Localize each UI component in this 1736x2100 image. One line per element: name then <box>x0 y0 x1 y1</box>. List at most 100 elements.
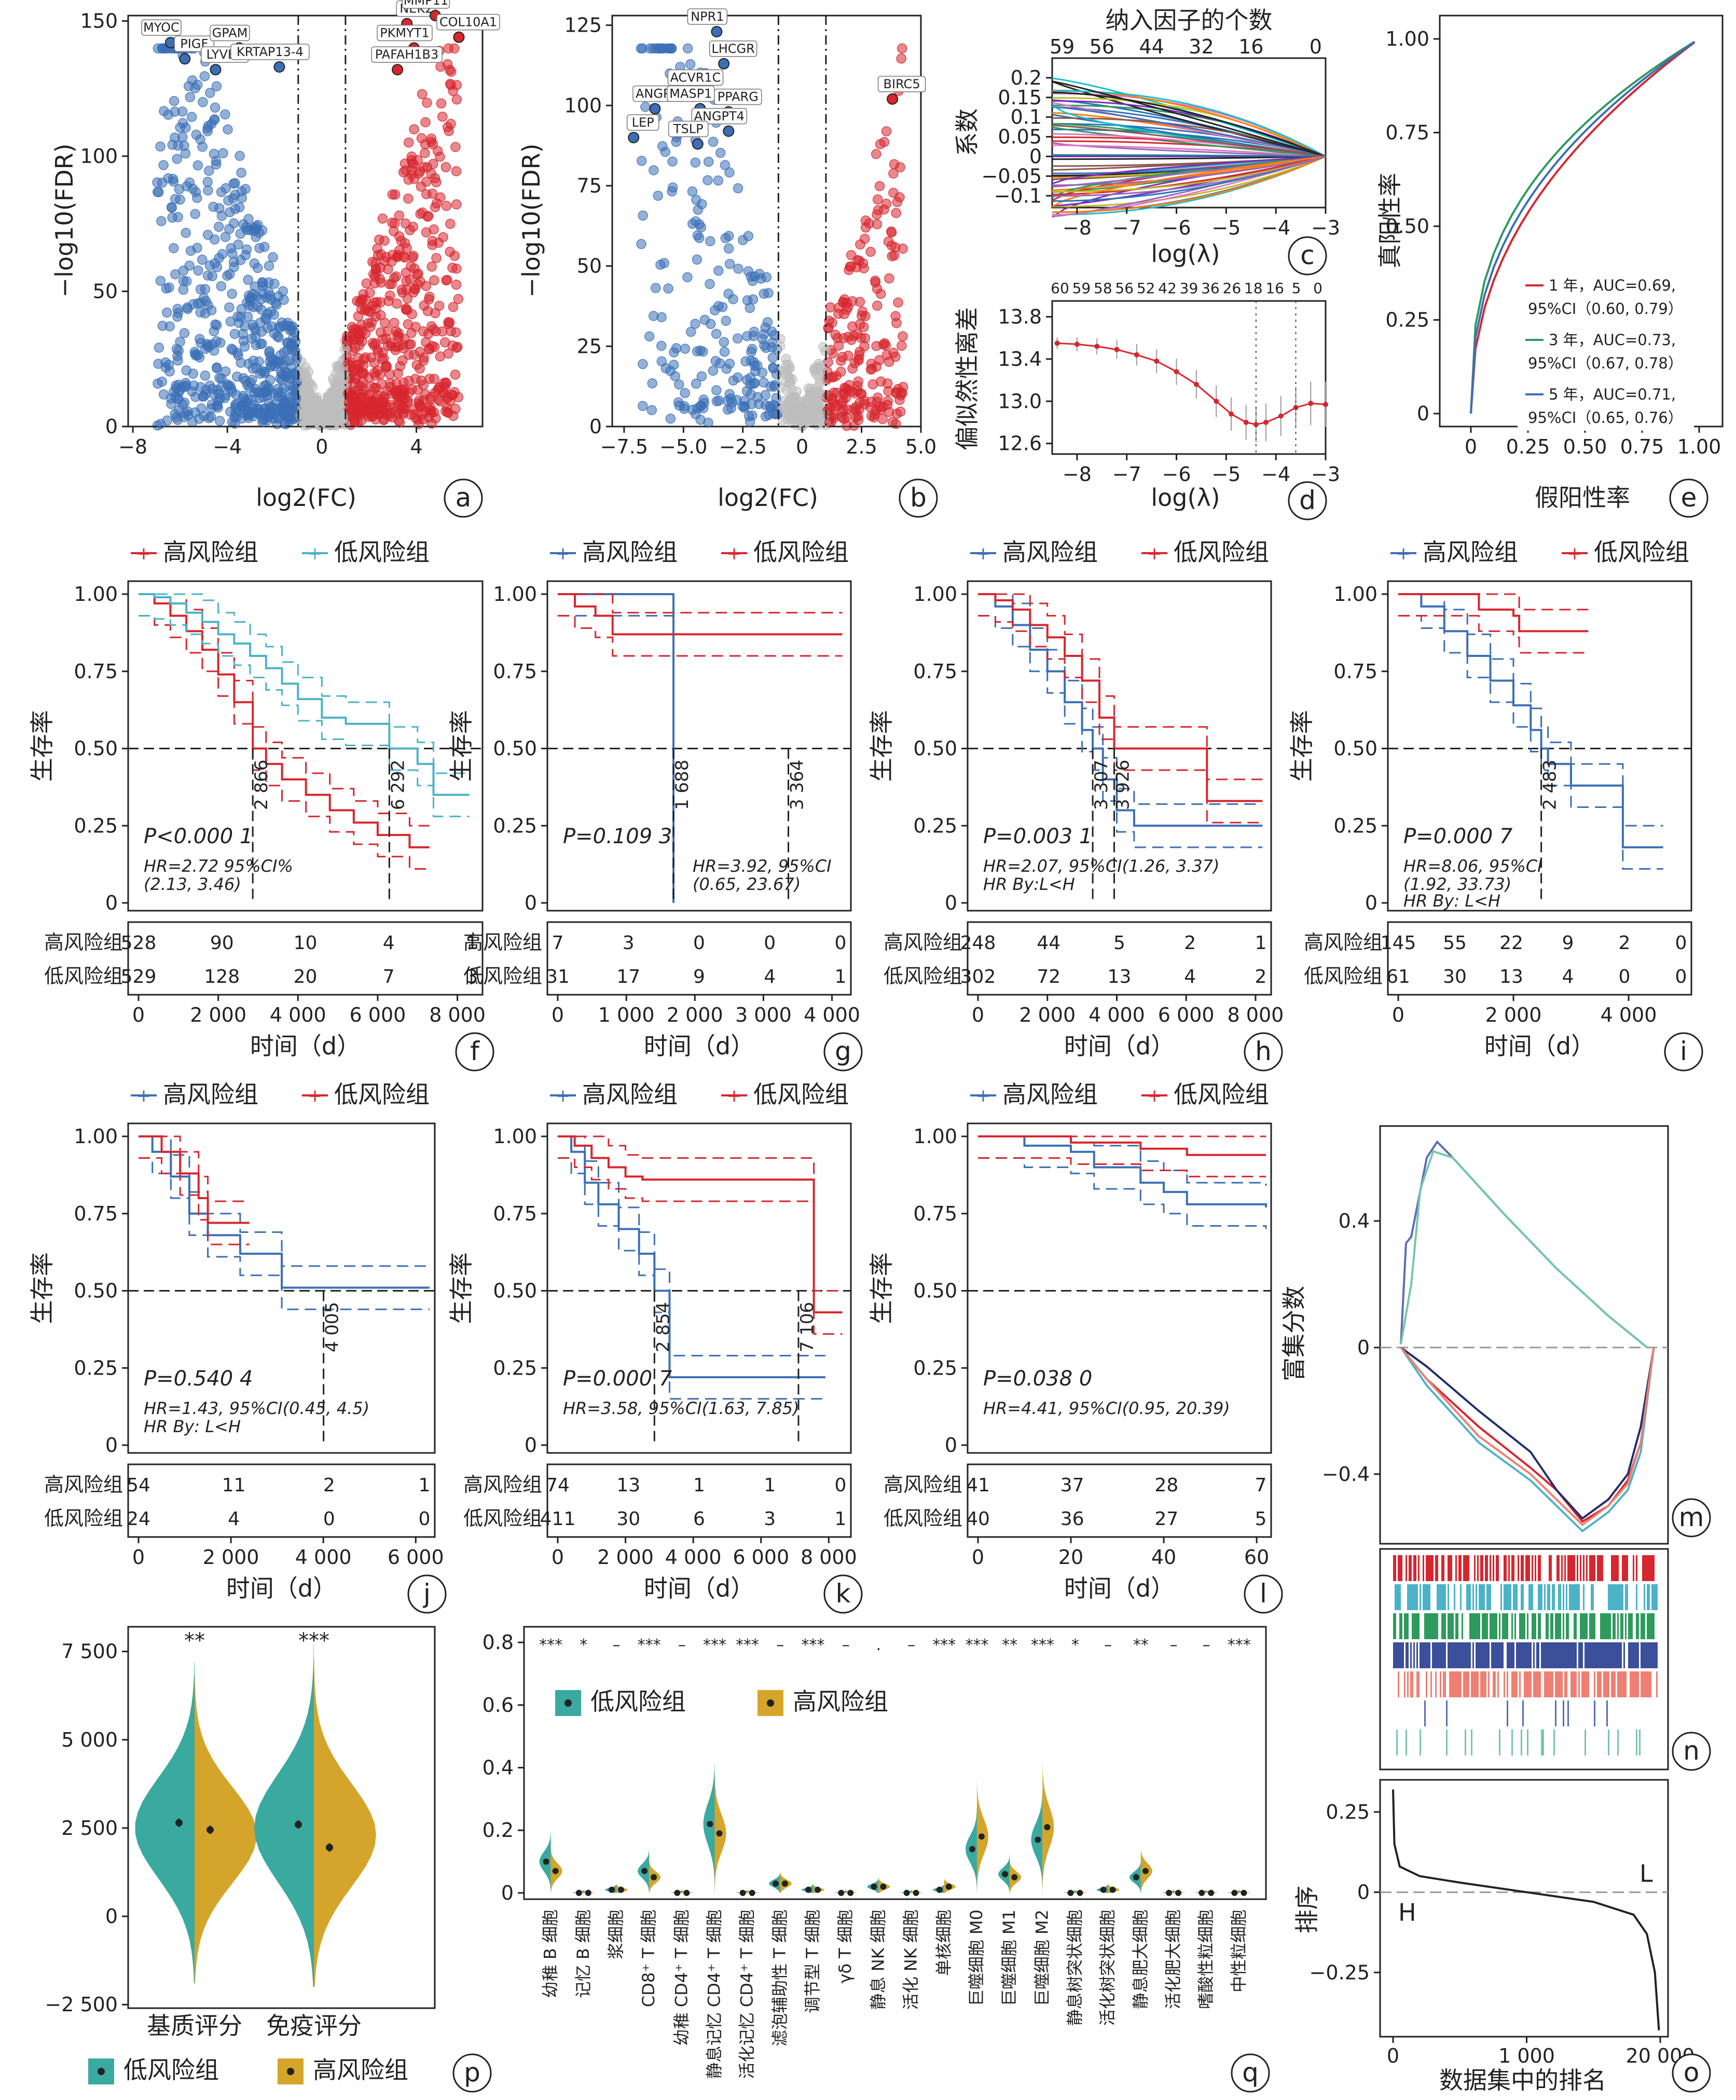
hit-bar <box>1549 1555 1550 1581</box>
volcano-point <box>442 274 452 285</box>
panel-label: a <box>456 483 472 513</box>
legend-entry: 5 年，AUC=0.71, <box>1549 386 1676 403</box>
risk-count: 10 <box>294 932 318 954</box>
gene-point <box>887 93 899 105</box>
hit-bar <box>1514 1584 1516 1610</box>
violin-group <box>1195 1886 1218 1893</box>
hit-bar <box>1441 1584 1443 1610</box>
volcano-point <box>830 330 841 340</box>
risk-count: 5 <box>1113 932 1125 954</box>
gene-point <box>692 138 704 150</box>
x-tick-label: 4 000 <box>665 1546 722 1569</box>
deviance-point <box>1323 402 1328 407</box>
violin-group <box>900 1886 923 1893</box>
hit-bar <box>1614 1671 1616 1697</box>
hit-bar <box>1409 1584 1410 1610</box>
hit-bar <box>1605 1671 1606 1697</box>
volcano-point <box>872 300 883 311</box>
hit-bar <box>1466 1584 1468 1610</box>
y-tick-label: 0.75 <box>74 1202 118 1225</box>
volcano-point <box>872 194 883 205</box>
hit-bar <box>1580 1642 1581 1668</box>
y-tick-label: 0.50 <box>913 737 957 760</box>
top-tick-label: 5 <box>1292 280 1301 297</box>
violin-group <box>638 1847 661 1893</box>
hit-row <box>1393 1555 1655 1581</box>
hit-bar <box>1566 1584 1567 1610</box>
hit-bar <box>1476 1584 1477 1610</box>
volcano-point <box>711 396 722 406</box>
risk-group-label: 低风险组 <box>1304 965 1383 987</box>
volcano-point <box>746 355 756 366</box>
y-tick-label: 0 <box>1357 1881 1370 1904</box>
hit-bar <box>1586 1555 1588 1581</box>
hit-bar <box>1641 1671 1642 1697</box>
hit-bar <box>1564 1555 1566 1581</box>
legend-entry: 低风险组 <box>753 1080 849 1108</box>
volcano-point <box>391 378 402 389</box>
hit-bar <box>1493 1642 1494 1668</box>
y-tick-label: −2 500 <box>45 1993 118 2016</box>
volcano-point <box>792 414 803 424</box>
survival-curve <box>139 1135 250 1224</box>
volcano-point <box>375 297 386 308</box>
gene-label: COL10A1 <box>439 15 497 30</box>
hit-bar <box>1468 1642 1469 1668</box>
hit-bar <box>1653 1613 1655 1639</box>
volcano-point <box>285 369 296 380</box>
volcano-point <box>196 403 206 414</box>
legend-entry: 高风险组 <box>582 538 678 566</box>
hit-bar <box>1398 1642 1399 1668</box>
hit-bar <box>1499 1613 1500 1639</box>
volcano-point <box>158 160 169 170</box>
gene-point <box>179 53 191 65</box>
y-tick-label: 0.25 <box>1385 309 1429 332</box>
risk-count: 6 <box>693 1508 705 1530</box>
hit-bar <box>1427 1613 1429 1639</box>
hit-bar <box>1493 1555 1494 1581</box>
hit-bar <box>1482 1642 1483 1668</box>
risk-count: 145 <box>1381 932 1416 954</box>
hit-bar <box>1469 1642 1471 1668</box>
volcano-point <box>743 266 754 277</box>
x-tick-label: 0 <box>1387 2044 1399 2067</box>
x-tick-label: 0 <box>1392 1004 1404 1026</box>
risk-group-label: 低风险组 <box>463 965 542 987</box>
hazard-ratio-ci: HR By: L<H <box>144 1417 241 1436</box>
volcano-point <box>227 289 237 299</box>
hit-bar <box>1544 1671 1546 1697</box>
hit-bar <box>1549 1584 1550 1610</box>
hit-bar <box>1476 1671 1477 1697</box>
volcano-point <box>167 202 177 213</box>
hit-bar <box>1622 1671 1623 1697</box>
hit-bar <box>1396 1584 1398 1610</box>
hit-bar <box>1460 1642 1462 1668</box>
volcano-point <box>260 387 271 397</box>
hazard-ratio: HR=2.07, 95%CI(1.26, 3.37) <box>983 856 1219 876</box>
hit-bar <box>1462 1642 1463 1668</box>
hit-bar <box>1577 1584 1578 1610</box>
hit-bar <box>1535 1671 1536 1697</box>
hit-bar <box>1581 1642 1583 1668</box>
hit-bar <box>1486 1555 1488 1581</box>
legend-entry: 低风险组 <box>1174 1080 1269 1108</box>
ci-lower <box>978 1157 1267 1229</box>
x-tick-label: −7 <box>1112 216 1141 239</box>
volcano-point <box>207 271 217 281</box>
volcano-point <box>853 411 863 422</box>
volcano-point <box>275 350 286 361</box>
hit-bar <box>1524 1671 1525 1697</box>
volcano-point <box>808 387 818 397</box>
volcano-point <box>673 379 684 390</box>
hit-bar <box>1564 1642 1566 1668</box>
hit-bar <box>1480 1642 1482 1668</box>
y-axis-label: 富集分数 <box>1280 1286 1308 1381</box>
hit-bar <box>1575 1613 1577 1639</box>
mean-point <box>880 1883 887 1890</box>
volcano-point <box>230 403 241 413</box>
hit-bar <box>1429 1642 1430 1668</box>
volcano-point <box>708 136 719 147</box>
hit-bar <box>1426 1613 1427 1639</box>
deviance-line <box>1057 342 1326 426</box>
hit-bar <box>1468 1555 1469 1581</box>
